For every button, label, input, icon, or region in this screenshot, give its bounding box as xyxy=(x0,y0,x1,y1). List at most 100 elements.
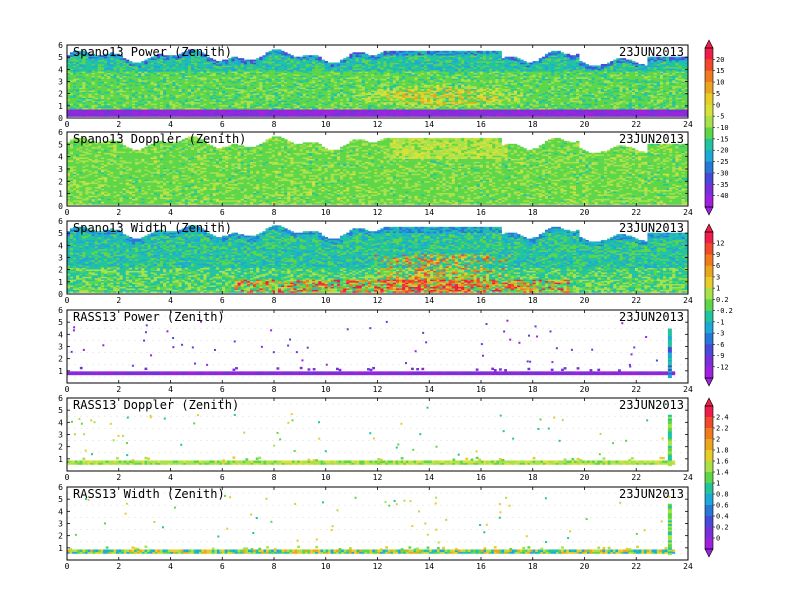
heatmap-cell xyxy=(150,82,155,85)
heatmap-cell xyxy=(234,103,238,106)
heatmap-cell xyxy=(249,90,254,93)
heatmap-cell xyxy=(100,74,105,76)
heatmap-cell xyxy=(249,91,254,94)
heatmap-cell xyxy=(218,96,223,98)
heatmap-cell xyxy=(184,74,189,76)
heatmap-cell xyxy=(166,93,170,95)
heatmap-cell xyxy=(150,80,155,82)
heatmap-cell xyxy=(153,110,158,113)
heatmap-cell xyxy=(222,113,226,116)
heatmap-cell xyxy=(153,85,158,88)
heatmap-cell xyxy=(184,56,189,59)
heatmap-cell xyxy=(187,65,192,68)
heatmap-cell xyxy=(150,61,155,63)
heatmap-cell xyxy=(94,100,99,103)
heatmap-cell xyxy=(234,100,238,103)
heatmap-cell xyxy=(88,74,93,76)
heatmap-cell xyxy=(119,104,124,107)
heatmap-cell xyxy=(159,82,164,85)
heatmap-cell xyxy=(91,62,96,65)
heatmap-cell xyxy=(100,81,105,84)
heatmap-cell xyxy=(187,100,192,103)
heatmap-cell xyxy=(113,80,117,82)
heatmap-cell xyxy=(262,91,266,94)
heatmap-cell xyxy=(240,80,245,82)
heatmap-cell xyxy=(141,100,145,103)
heatmap-cell xyxy=(85,66,89,69)
heatmap-cell xyxy=(150,59,155,62)
heatmap-cell xyxy=(240,87,245,90)
heatmap-cell xyxy=(122,84,127,87)
heatmap-cell xyxy=(159,96,164,98)
heatmap-cell xyxy=(200,81,204,84)
heatmap-cell xyxy=(172,101,176,104)
heatmap-cell xyxy=(150,100,155,103)
heatmap-cell xyxy=(94,68,99,71)
heatmap-cell xyxy=(175,74,179,76)
heatmap-cell xyxy=(110,72,114,75)
heatmap-cell xyxy=(212,78,217,81)
heatmap-cell xyxy=(222,87,226,90)
heatmap-cell xyxy=(187,99,192,101)
heatmap-cell xyxy=(172,80,176,82)
heatmap-cell xyxy=(259,75,263,78)
heatmap-cell xyxy=(228,81,232,84)
heatmap-cell xyxy=(203,56,207,59)
heatmap-cell xyxy=(166,69,170,72)
heatmap-cell xyxy=(240,94,245,97)
heatmap-cell xyxy=(125,72,130,75)
heatmap-cell xyxy=(249,107,254,110)
heatmap-cell xyxy=(191,75,195,78)
heatmap-cell xyxy=(249,80,254,82)
heatmap-cell xyxy=(249,61,254,63)
heatmap-cell xyxy=(246,74,251,76)
heatmap-cell xyxy=(138,85,142,88)
heatmap-cell xyxy=(184,68,189,71)
heatmap-cell xyxy=(156,55,161,57)
heatmap-cell xyxy=(178,110,183,113)
heatmap-cell xyxy=(82,96,86,98)
heatmap-cell xyxy=(82,90,86,93)
heatmap-cell xyxy=(150,63,155,66)
heatmap-cell xyxy=(222,107,226,110)
heatmap-cell xyxy=(228,112,232,114)
heatmap-cell xyxy=(150,104,155,107)
heatmap-cell xyxy=(97,81,102,84)
heatmap-cell xyxy=(187,84,192,87)
heatmap-cell xyxy=(100,109,105,111)
heatmap-cell xyxy=(147,63,152,66)
heatmap-cell xyxy=(166,99,170,101)
heatmap-cell xyxy=(305,55,310,57)
heatmap-cell xyxy=(104,91,108,94)
heatmap-cell xyxy=(107,63,111,66)
heatmap-cell xyxy=(82,103,86,106)
heatmap-cell xyxy=(73,110,77,113)
heatmap-cell xyxy=(222,109,226,111)
heatmap-cell xyxy=(76,66,80,69)
heatmap-cell xyxy=(234,107,238,110)
heatmap-cell xyxy=(218,75,223,78)
heatmap-cell xyxy=(231,90,235,93)
heatmap-cell xyxy=(212,93,217,95)
heatmap-cell xyxy=(175,106,179,109)
heatmap-cell xyxy=(256,85,260,88)
heatmap-cell xyxy=(156,113,161,116)
heatmap-cell xyxy=(163,110,167,113)
heatmap-cell xyxy=(374,55,378,57)
heatmap-cell xyxy=(169,106,173,109)
heatmap-cell xyxy=(110,81,114,84)
heatmap-cell xyxy=(197,71,201,74)
heatmap-cell xyxy=(222,84,226,87)
heatmap-cell xyxy=(237,80,242,82)
heatmap-cell xyxy=(197,55,201,57)
heatmap-cell xyxy=(113,106,117,109)
heatmap-cell xyxy=(100,82,105,85)
heatmap-cell xyxy=(159,80,164,82)
heatmap-cell xyxy=(172,78,176,81)
heatmap-cell xyxy=(91,94,96,97)
heatmap-cell xyxy=(290,55,294,57)
heatmap-cell xyxy=(262,100,266,103)
heatmap-cell xyxy=(212,94,217,97)
heatmap-cell xyxy=(200,80,204,82)
heatmap-cell xyxy=(147,66,152,69)
